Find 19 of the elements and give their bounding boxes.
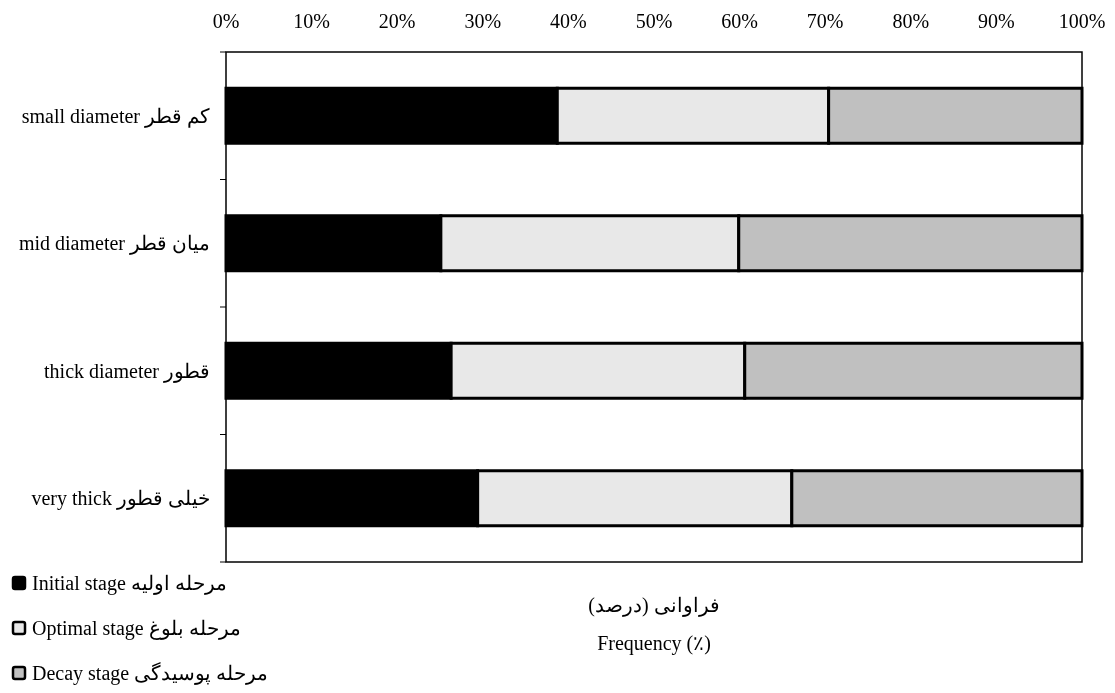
y-tick-label: mid diameter میان قطر [18,232,210,256]
x-tick-label: 80% [892,10,930,32]
y-tick-label: very thick خیلی قطور [31,487,210,511]
y-tick-label: small diameter کم قطر [21,104,210,128]
legend-label: Decay stage مرحله پوسیدگی [32,662,269,685]
x-tick-label: 60% [721,10,758,32]
x-tick-label: 40% [550,10,587,32]
x-tick-label: 100% [1058,10,1106,32]
x-tick-label: 50% [635,10,673,32]
x-tick-label: 90% [978,10,1015,32]
y-tick-label: thick diameter قطور [44,359,210,383]
x-tick-label: 10% [293,10,330,32]
x-tick-label: 0% [212,10,240,32]
legend-label: Optimal stage مرحله بلوغ [32,617,241,640]
x-tick-label: 30% [464,10,502,32]
legend-label: Initial stage مرحله اولیه [32,572,227,595]
x-tick-label: 70% [806,10,844,32]
x-tick-label: 20% [378,10,416,32]
x-axis-title: فراوانی (درصد) Frequency (٪) [588,594,720,655]
